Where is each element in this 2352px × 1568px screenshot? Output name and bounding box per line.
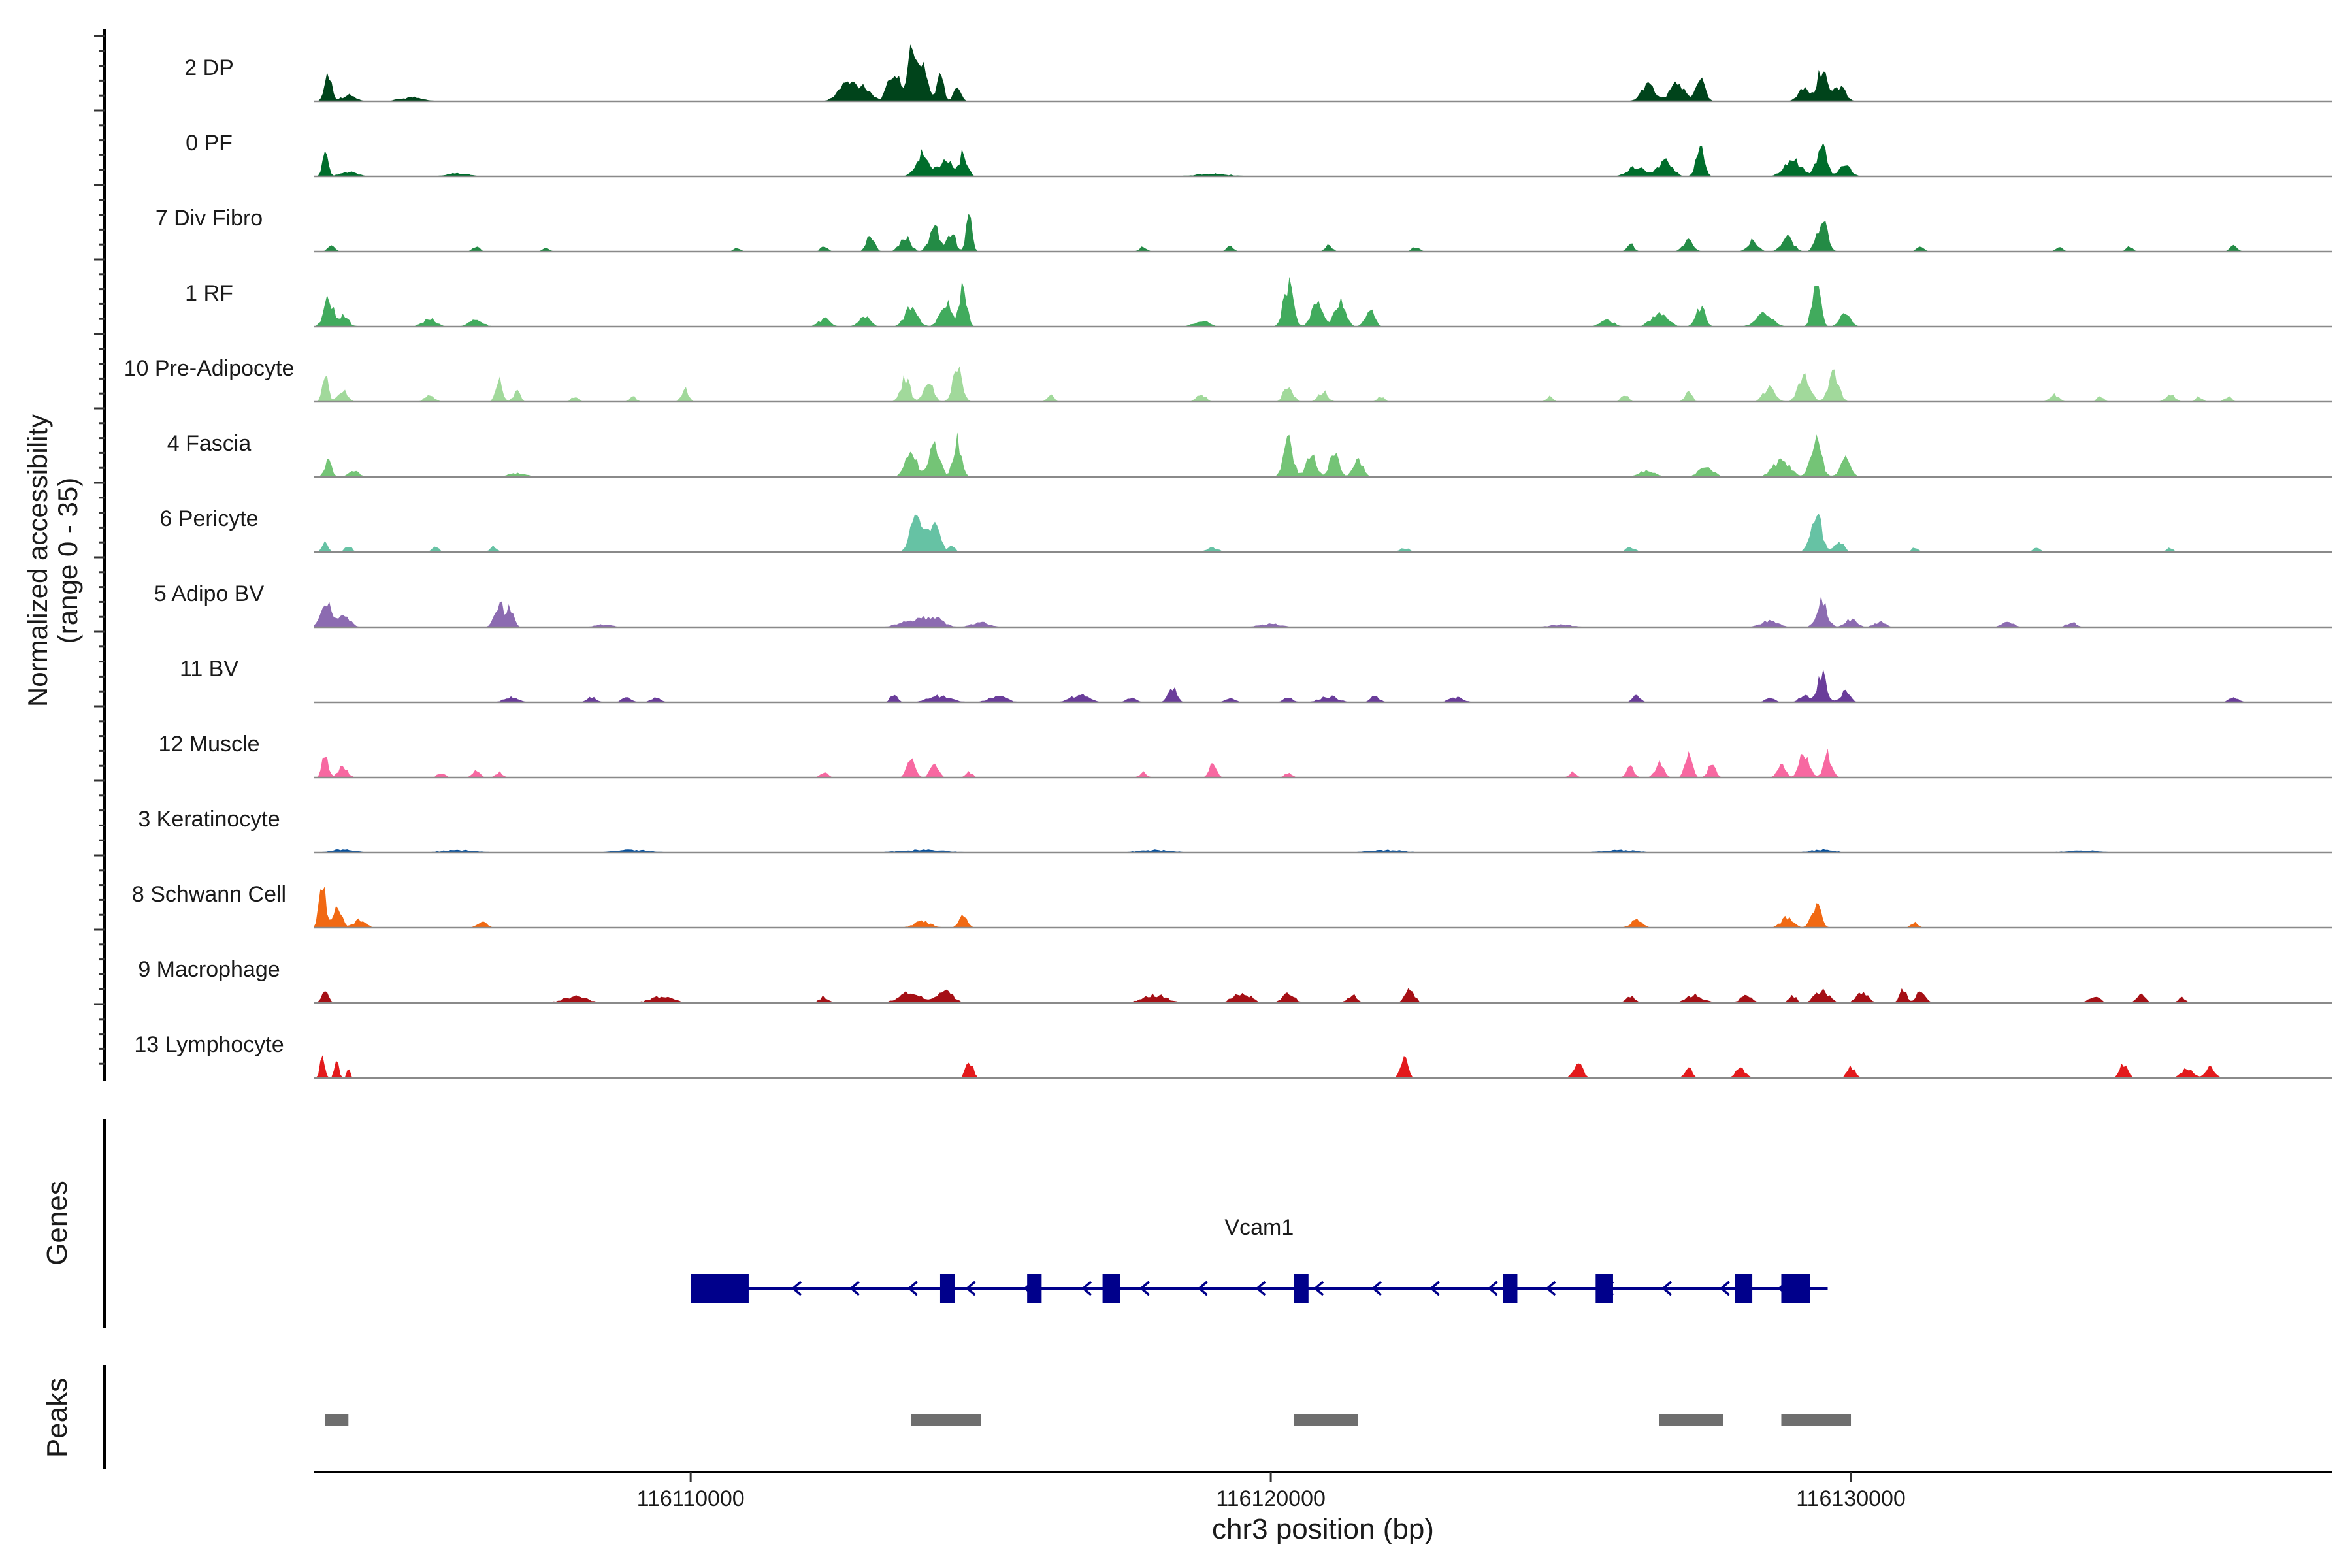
- gene-exon: [1294, 1274, 1309, 1303]
- track-label: 1 RF: [185, 281, 233, 306]
- strand-arrow: [1661, 1281, 1673, 1296]
- track-label: 9 Macrophage: [138, 957, 280, 982]
- gene-exon: [1503, 1274, 1518, 1303]
- track-6-pericyte: 6 Pericyte: [159, 506, 2332, 553]
- coverage-area: [314, 669, 2332, 702]
- x-axis-ticks: 116110000 116120000 116130000: [637, 1472, 1906, 1511]
- gene-model-vcam1: [691, 1274, 1828, 1303]
- track-1-rf: 1 RF: [185, 276, 2332, 328]
- coverage-area: [314, 276, 2332, 327]
- track-label: 6 Pericyte: [159, 506, 258, 531]
- coverage-area: [314, 849, 2332, 853]
- peaks-track-label: Peaks: [41, 1378, 73, 1458]
- x-tick-label: 116110000: [637, 1486, 745, 1511]
- strand-arrow: [965, 1281, 976, 1296]
- track-label: 10 Pre-Adipocyte: [124, 356, 295, 381]
- track-label: 2 DP: [184, 56, 234, 80]
- track-11-bv: 11 BV: [180, 657, 2332, 704]
- strand-arrow: [1545, 1281, 1556, 1296]
- coverage-area: [314, 366, 2332, 402]
- peak-region: [1659, 1414, 1723, 1426]
- track-3-keratinocyte: 3 Keratinocyte: [138, 807, 2332, 854]
- strand-arrow: [1371, 1281, 1382, 1296]
- coverage-area: [314, 142, 2332, 176]
- strand-arrow: [1081, 1281, 1092, 1296]
- strand-arrow: [849, 1281, 860, 1296]
- track-label: 4 Fascia: [167, 431, 252, 456]
- strand-arrow: [1719, 1281, 1730, 1296]
- coverage-tracks: 2 DP 0 PF 7 Div Fibro 1 RF 10 Pre-Adipocyte 4…: [124, 44, 2332, 1079]
- track-label: 13 Lymphocyte: [134, 1032, 284, 1057]
- track-5-adipo-bv: 5 Adipo BV: [154, 581, 2332, 629]
- coverage-y-ticks: [94, 35, 105, 1065]
- track-12-muscle: 12 Muscle: [159, 732, 2332, 779]
- gene-name-label: Vcam1: [1224, 1215, 1294, 1240]
- track-8-schwann-cell: 8 Schwann Cell: [132, 882, 2332, 929]
- strand-arrow: [791, 1281, 802, 1296]
- x-tick-label: 116120000: [1216, 1486, 1326, 1511]
- coverage-area: [314, 596, 2332, 627]
- track-0-pf: 0 PF: [186, 131, 2332, 178]
- coverage-area: [314, 214, 2332, 252]
- track-2-dp: 2 DP: [184, 44, 2332, 103]
- track-label: 5 Adipo BV: [154, 581, 265, 606]
- track-9-macrophage: 9 Macrophage: [138, 957, 2332, 1004]
- track-label: 7 Div Fibro: [155, 206, 263, 231]
- track-7-div-fibro: 7 Div Fibro: [155, 206, 2332, 253]
- strand-arrow: [907, 1281, 918, 1296]
- gene-exon: [1781, 1274, 1810, 1303]
- track-10-pre-adipocyte: 10 Pre-Adipocyte: [124, 356, 2332, 403]
- y-axis-range-label: (range 0 - 35): [52, 478, 83, 644]
- track-label: 12 Muscle: [159, 732, 260, 757]
- peak-region: [325, 1414, 349, 1426]
- peak-region: [1781, 1414, 1852, 1426]
- gene-exon: [1595, 1274, 1613, 1303]
- coverage-area: [314, 44, 2332, 101]
- coverage-area: [314, 988, 2332, 1003]
- y-axis-label: Normalized accessibility: [22, 414, 53, 707]
- x-tick-label: 116130000: [1796, 1486, 1906, 1511]
- strand-arrow: [1487, 1281, 1498, 1296]
- track-label: 0 PF: [186, 131, 233, 155]
- strand-arrow: [1313, 1281, 1324, 1296]
- track-13-lymphocyte: 13 Lymphocyte: [134, 1032, 2332, 1079]
- peak-region: [911, 1414, 981, 1426]
- coverage-area: [314, 886, 2332, 928]
- gene-exon: [1735, 1274, 1753, 1303]
- strand-arrow: [1255, 1281, 1266, 1296]
- strand-arrow: [1139, 1281, 1150, 1296]
- x-axis-label: chr3 position (bp): [1212, 1513, 1434, 1545]
- gene-exon: [1102, 1274, 1120, 1303]
- coverage-area: [314, 748, 2332, 777]
- coverage-area: [314, 432, 2332, 477]
- genes-track-label: Genes: [41, 1181, 73, 1266]
- gene-exon: [939, 1274, 955, 1303]
- track-label: 8 Schwann Cell: [132, 882, 286, 907]
- track-4-fascia: 4 Fascia: [167, 431, 2332, 478]
- track-label: 3 Keratinocyte: [138, 807, 280, 832]
- gene-exon: [691, 1274, 749, 1303]
- gene-exon: [1027, 1274, 1042, 1303]
- coverage-area: [314, 1055, 2332, 1078]
- peak-regions: [325, 1414, 1852, 1426]
- strand-arrow: [1429, 1281, 1440, 1296]
- strand-arrow: [1197, 1281, 1208, 1296]
- track-label: 11 BV: [180, 657, 238, 681]
- peak-region: [1294, 1414, 1358, 1426]
- coverage-area: [314, 514, 2332, 552]
